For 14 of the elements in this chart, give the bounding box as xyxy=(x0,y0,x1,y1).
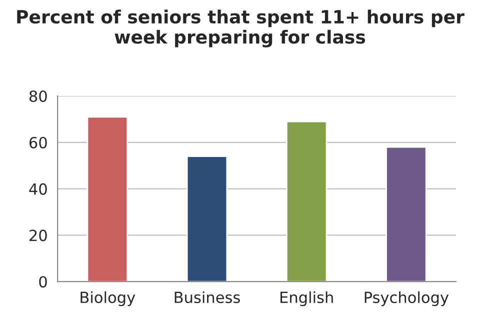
bar xyxy=(286,120,328,282)
x-tick-label: Psychology xyxy=(364,291,449,306)
y-tick-label: 20 xyxy=(30,230,47,242)
chart-title: Percent of seniors that spent 11+ hours per week preparing for class xyxy=(17,10,464,48)
y-tick-label: 40 xyxy=(29,183,47,195)
y-tick-label: 0 xyxy=(39,276,47,288)
x-tick-label: Biology xyxy=(80,291,136,306)
y-tick-label: 60 xyxy=(30,136,47,148)
bar xyxy=(386,146,427,282)
x-tick-label: Business xyxy=(174,291,240,304)
x-tick-label: English xyxy=(280,291,333,306)
bar xyxy=(86,116,128,282)
y-tick-label: 80 xyxy=(29,90,47,102)
bar xyxy=(186,156,228,282)
